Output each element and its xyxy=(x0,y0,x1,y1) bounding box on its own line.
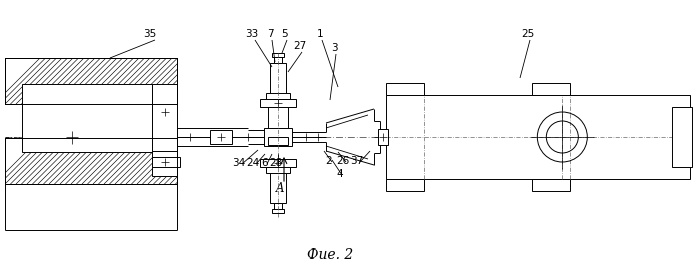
Text: 25: 25 xyxy=(521,29,535,39)
Bar xyxy=(260,99,296,107)
Bar xyxy=(270,63,286,99)
Text: 27: 27 xyxy=(294,41,307,51)
Text: 5: 5 xyxy=(282,29,288,39)
Text: 33: 33 xyxy=(245,29,259,39)
Bar xyxy=(152,84,177,152)
Text: 35: 35 xyxy=(143,29,157,39)
Text: 7: 7 xyxy=(267,29,273,39)
Text: 1: 1 xyxy=(317,29,324,39)
Text: 4: 4 xyxy=(337,169,343,179)
Text: 3: 3 xyxy=(331,43,338,53)
Bar xyxy=(210,130,232,144)
Bar xyxy=(264,128,292,146)
Bar xyxy=(152,157,180,167)
Bar xyxy=(378,129,388,145)
Text: 34: 34 xyxy=(232,158,245,168)
Bar xyxy=(268,107,288,128)
Bar xyxy=(672,107,692,167)
Bar xyxy=(5,138,177,184)
Bar xyxy=(532,83,570,95)
Bar xyxy=(274,57,282,63)
Text: A: A xyxy=(275,182,284,195)
Bar xyxy=(5,58,177,104)
Bar xyxy=(272,53,284,57)
Bar xyxy=(266,93,290,99)
Text: 26: 26 xyxy=(336,156,350,166)
Bar xyxy=(386,83,424,95)
Bar xyxy=(386,95,690,179)
Bar xyxy=(152,159,177,176)
Bar xyxy=(272,209,284,213)
Bar xyxy=(5,138,177,184)
Text: 24: 24 xyxy=(246,158,259,168)
Bar xyxy=(268,137,288,145)
Bar xyxy=(274,203,282,209)
Text: 37: 37 xyxy=(350,156,363,166)
Text: 6: 6 xyxy=(261,158,268,168)
Bar xyxy=(5,58,177,104)
Text: 28: 28 xyxy=(269,158,282,168)
Text: Фие. 2: Фие. 2 xyxy=(307,248,353,262)
Bar xyxy=(266,167,290,173)
Bar xyxy=(152,151,177,159)
Bar xyxy=(386,179,424,191)
Bar xyxy=(260,159,296,167)
Text: 2: 2 xyxy=(326,156,332,166)
Bar xyxy=(22,84,152,152)
Bar xyxy=(532,179,570,191)
Bar xyxy=(270,167,286,203)
